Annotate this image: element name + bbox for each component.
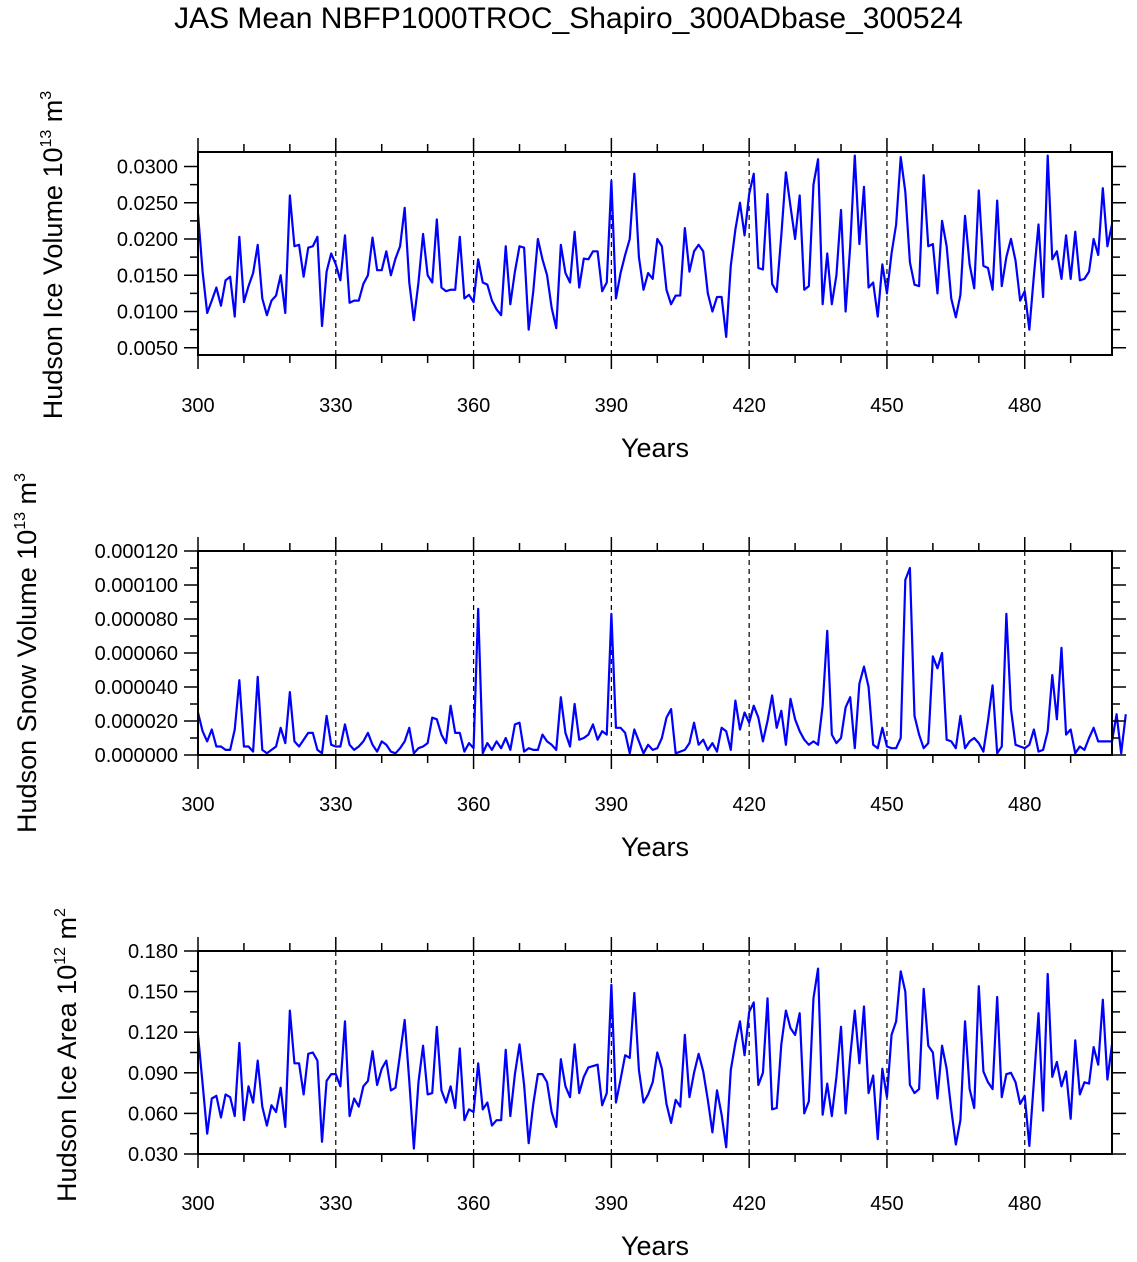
- y-tick-label: 0.030: [128, 1144, 178, 1166]
- y-axis-label-unit: m: [38, 100, 68, 130]
- y-tick-label: 0.0200: [117, 229, 178, 251]
- x-tick-label: 480: [1008, 794, 1041, 816]
- x-tick-label: 360: [457, 1193, 490, 1215]
- data-series-line: [196, 154, 1114, 338]
- x-tick-label: 360: [457, 794, 490, 816]
- y-axis-label: Hudson Ice Volume 1013 m3: [38, 91, 68, 419]
- y-tick-label: 0.180: [128, 941, 178, 963]
- y-axis-label-unit-exponent: 3: [38, 91, 55, 100]
- plot-frame: [197, 950, 1113, 1155]
- x-tick-label: 300: [181, 1193, 214, 1215]
- x-tick-label: 300: [181, 395, 214, 417]
- x-tick-label: 360: [457, 395, 490, 417]
- y-axis-label-exponent: 13: [12, 512, 29, 530]
- y-axis-label-unit-exponent: 3: [12, 473, 29, 482]
- x-tick-label: 330: [319, 794, 352, 816]
- y-tick-label: 0.0050: [117, 338, 178, 360]
- chart-panel-3: 300 330 360 390 420 450 480 0.030 0.060 0.090 0.12…: [52, 908, 1126, 1261]
- x-tick-label: 390: [595, 395, 628, 417]
- data-series-line: [196, 566, 1127, 755]
- x-tick-label: 420: [732, 794, 765, 816]
- chart-panel-2: 300 330 360 390 420 450 480 0.000000 0.000020 0.0…: [12, 473, 1127, 862]
- y-axis-label: Hudson Ice Area 1012 m2: [52, 908, 82, 1202]
- x-axis-label: Years: [621, 433, 689, 463]
- y-tick-label: 0.0150: [117, 265, 178, 287]
- y-tick-label: 0.150: [128, 982, 178, 1004]
- y-axis-label-unit-exponent: 2: [52, 908, 69, 917]
- y-axis-label-exponent: 13: [38, 130, 55, 148]
- y-tick-label: 0.0300: [117, 157, 178, 179]
- y-tick-label: 0.000040: [95, 677, 178, 699]
- x-axis-label: Years: [621, 832, 689, 862]
- y-tick-label: 0.120: [128, 1022, 178, 1044]
- x-tick-label: 480: [1008, 395, 1041, 417]
- y-axis-label-unit: m: [12, 482, 42, 512]
- x-tick-label: 450: [870, 794, 903, 816]
- chart-main-title: JAS Mean NBFP1000TROC_Shapiro_300ADbase_…: [174, 2, 963, 35]
- x-tick-label: 330: [319, 395, 352, 417]
- chart-panel-1: 300 330 360 390 420 450 480 0.0050 0.0100 0.0150 0…: [38, 91, 1126, 463]
- plot-frame: [197, 550, 1113, 756]
- x-tick-label: 420: [732, 1193, 765, 1215]
- y-axis-label: Hudson Snow Volume 1013 m3: [12, 473, 42, 833]
- x-tick-label: 300: [181, 794, 214, 816]
- x-tick-label: 330: [319, 1193, 352, 1215]
- data-series-line: [196, 967, 1114, 1150]
- x-tick-label: 390: [595, 1193, 628, 1215]
- x-tick-label: 450: [870, 395, 903, 417]
- x-tick-label: 420: [732, 395, 765, 417]
- x-tick-label: 390: [595, 794, 628, 816]
- y-tick-label: 0.000100: [95, 575, 178, 597]
- y-axis-label-text: Hudson Snow Volume 10: [12, 530, 42, 833]
- x-tick-label: 480: [1008, 1193, 1041, 1215]
- plot-frame: [197, 151, 1113, 356]
- y-axis-label-text: Hudson Ice Area 10: [52, 965, 82, 1202]
- y-tick-label: 0.0250: [117, 193, 178, 215]
- y-tick-label: 0.060: [128, 1103, 178, 1125]
- y-tick-label: 0.000120: [95, 541, 178, 563]
- y-tick-label: 0.000080: [95, 609, 178, 631]
- y-tick-label: 0.000020: [95, 711, 178, 733]
- x-tick-label: 450: [870, 1193, 903, 1215]
- y-tick-label: 0.0100: [117, 302, 178, 324]
- y-axis-label-unit: m: [52, 917, 82, 947]
- y-tick-label: 0.000060: [95, 643, 178, 665]
- y-axis-label-exponent: 12: [52, 947, 69, 965]
- y-tick-label: 0.000000: [95, 745, 178, 767]
- y-axis-label-text: Hudson Ice Volume 10: [38, 148, 68, 420]
- x-axis-label: Years: [621, 1231, 689, 1261]
- y-tick-label: 0.090: [128, 1063, 178, 1085]
